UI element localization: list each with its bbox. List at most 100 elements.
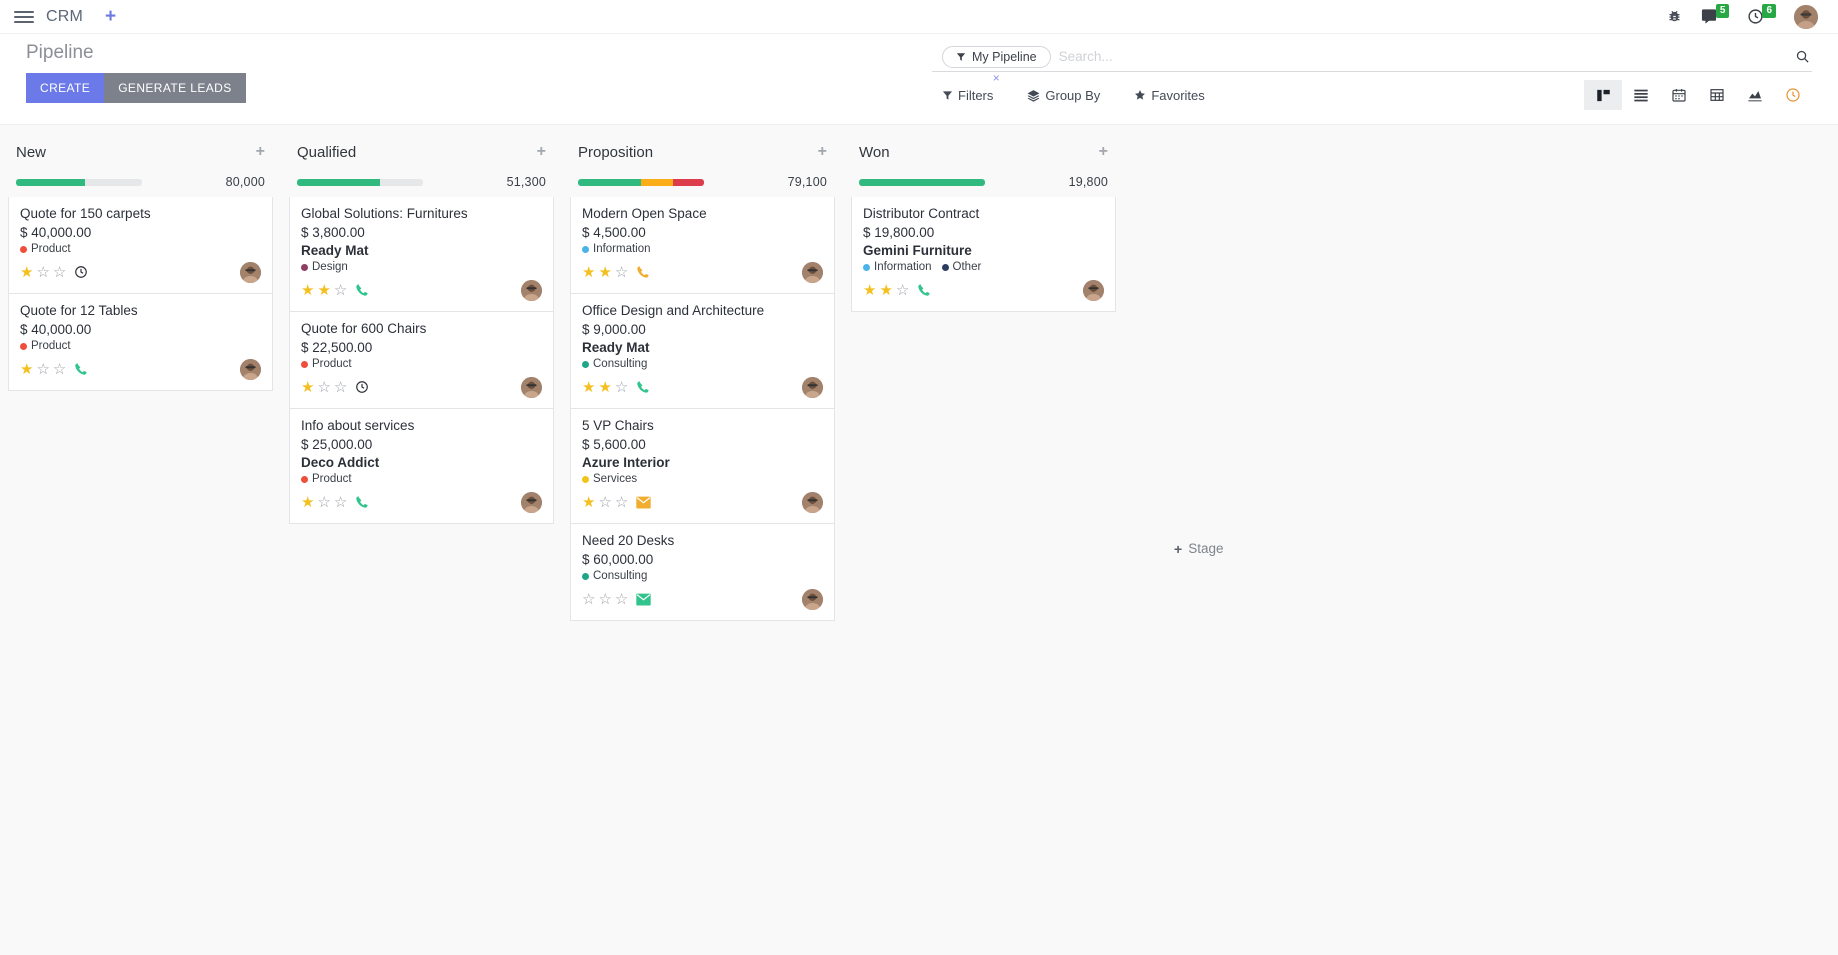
favorites-dropdown[interactable]: Favorites (1134, 88, 1205, 103)
progress-segment[interactable] (578, 178, 641, 186)
avatar[interactable] (240, 358, 261, 380)
filters-dropdown[interactable]: Filters (942, 88, 993, 103)
add-card-button[interactable]: + (1098, 143, 1108, 160)
kanban-card[interactable]: Quote for 12 Tables $ 40,000.00 Product ★… (8, 294, 273, 391)
priority-star-1[interactable]: ☆ (582, 590, 596, 608)
kanban-column-title: New (16, 143, 47, 161)
view-button-graph[interactable] (1736, 80, 1774, 110)
create-button[interactable]: CREATE (26, 73, 105, 103)
priority-star-2[interactable]: ★ (598, 263, 612, 281)
priority-star-3[interactable]: ☆ (614, 263, 629, 281)
plus-icon[interactable]: + (105, 6, 117, 27)
avatar[interactable] (521, 491, 542, 513)
avatar[interactable] (240, 261, 261, 283)
add-stage-button[interactable]: + Stage (1174, 142, 1223, 955)
progress-segment[interactable] (859, 178, 985, 186)
priority-star-3[interactable]: ☆ (333, 378, 348, 396)
priority-star-2[interactable]: ☆ (598, 590, 612, 608)
clock-icon[interactable] (355, 380, 369, 394)
avatar[interactable] (802, 491, 823, 513)
kanban-card[interactable]: Modern Open Space $ 4,500.00 Information … (570, 197, 835, 294)
phone-icon[interactable] (355, 283, 369, 297)
plus-icon: + (1174, 540, 1183, 557)
priority-star-1[interactable]: ★ (301, 493, 315, 511)
app-name[interactable]: CRM (46, 7, 84, 25)
kanban-card[interactable]: Info about services $ 25,000.00 Deco Addic… (289, 409, 554, 524)
priority-star-2[interactable]: ★ (317, 281, 331, 299)
clock-icon[interactable]: 6 (1747, 3, 1776, 25)
kanban-card[interactable]: Quote for 150 carpets $ 40,000.00 Product… (8, 197, 273, 294)
priority-star-2[interactable]: ☆ (317, 493, 331, 511)
view-button-activity[interactable] (1774, 80, 1812, 110)
priority-star-2[interactable]: ☆ (317, 378, 331, 396)
priority-star-2[interactable]: ★ (879, 281, 893, 299)
envelope-icon[interactable] (636, 593, 652, 606)
kanban-card[interactable]: 5 VP Chairs $ 5,600.00 Azure Interior Serv… (570, 409, 835, 524)
priority-star-3[interactable]: ☆ (614, 493, 629, 511)
phone-icon[interactable] (74, 362, 88, 376)
phone-icon[interactable] (636, 380, 650, 394)
kanban-card[interactable]: Need 20 Desks $ 60,000.00 Consulting ☆ ☆ ☆ (570, 524, 835, 621)
avatar[interactable] (521, 376, 542, 398)
envelope-icon[interactable] (636, 496, 652, 509)
kanban-column-progress: 80,000 (8, 165, 273, 197)
avatar[interactable] (802, 588, 823, 610)
chat-icon[interactable]: 5 (1700, 3, 1730, 25)
priority-star-1[interactable]: ★ (582, 263, 596, 281)
priority-star-3[interactable]: ☆ (52, 360, 67, 378)
clock-icon[interactable] (74, 265, 88, 279)
priority-star-1[interactable]: ★ (582, 378, 596, 396)
avatar[interactable] (1083, 279, 1104, 301)
priority-star-2[interactable]: ☆ (598, 493, 612, 511)
progress-segment[interactable] (672, 178, 704, 186)
view-button-pivot[interactable] (1698, 80, 1736, 110)
progress-segment[interactable] (16, 178, 86, 186)
search-input[interactable] (1050, 49, 1795, 64)
priority-star-3[interactable]: ☆ (333, 281, 348, 299)
priority-star-3[interactable]: ☆ (52, 263, 67, 281)
avatar[interactable] (802, 261, 823, 283)
bug-icon[interactable] (1667, 9, 1682, 24)
view-button-list[interactable] (1622, 80, 1660, 110)
kanban-card[interactable]: Distributor Contract $ 19,800.00 Gemini Fu… (851, 197, 1116, 312)
view-button-kanban[interactable] (1584, 80, 1622, 110)
view-button-calendar[interactable] (1660, 80, 1698, 110)
search-icon[interactable] (1795, 49, 1812, 64)
priority-star-1[interactable]: ★ (301, 378, 315, 396)
progress-segment[interactable] (85, 178, 142, 186)
generate-leads-button[interactable]: GENERATE LEADS (104, 73, 246, 103)
priority-star-2[interactable]: ★ (598, 378, 612, 396)
priority-star-1[interactable]: ★ (20, 360, 34, 378)
close-icon[interactable]: × (992, 70, 1000, 85)
kanban-card[interactable]: Quote for 600 Chairs $ 22,500.00 Product … (289, 312, 554, 409)
phone-icon[interactable] (355, 495, 369, 509)
kanban-card[interactable]: Global Solutions: Furnitures $ 3,800.00 Re… (289, 197, 554, 312)
avatar[interactable] (521, 279, 542, 301)
priority-star-1[interactable]: ★ (863, 281, 877, 299)
phone-icon[interactable] (636, 265, 650, 279)
priority-star-1[interactable]: ★ (582, 493, 596, 511)
group-by-dropdown[interactable]: Group By (1027, 88, 1100, 103)
kanban-card-amount: $ 22,500.00 (301, 340, 373, 355)
priority-star-3[interactable]: ☆ (333, 493, 348, 511)
priority-star-1[interactable]: ★ (20, 263, 34, 281)
priority-star-2[interactable]: ☆ (36, 263, 50, 281)
avatar[interactable] (1794, 4, 1818, 29)
progress-segment[interactable] (380, 178, 423, 186)
search-facet-my-pipeline[interactable]: My Pipeline × (942, 45, 1051, 85)
kanban-card-footer: ★ ★ ☆ (863, 279, 1104, 301)
priority-star-3[interactable]: ☆ (614, 378, 629, 396)
add-card-button[interactable]: + (536, 143, 546, 160)
kanban-card[interactable]: Office Design and Architecture $ 9,000.00… (570, 294, 835, 409)
priority-star-1[interactable]: ★ (301, 281, 315, 299)
priority-star-2[interactable]: ☆ (36, 360, 50, 378)
phone-icon[interactable] (917, 283, 931, 297)
priority-star-3[interactable]: ☆ (895, 281, 910, 299)
hamburger-icon[interactable] (14, 9, 34, 25)
progress-segment[interactable] (297, 178, 381, 186)
progress-segment[interactable] (641, 178, 673, 186)
avatar[interactable] (802, 376, 823, 398)
add-card-button[interactable]: + (817, 143, 827, 160)
priority-star-3[interactable]: ☆ (614, 590, 629, 608)
add-card-button[interactable]: + (255, 143, 265, 160)
